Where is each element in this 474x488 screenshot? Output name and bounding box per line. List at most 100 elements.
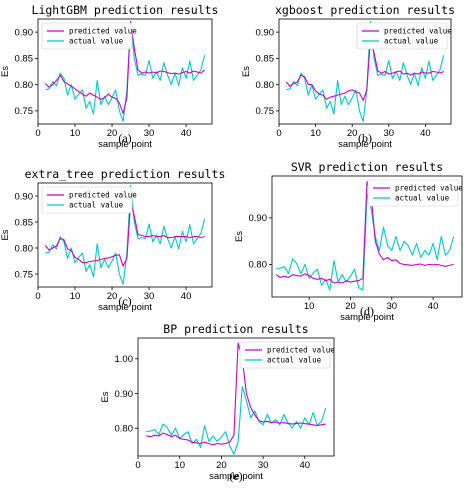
x-tick-label: 0: [35, 291, 40, 302]
chart-title: SVR prediction results: [291, 160, 443, 174]
x-tick-label: 10: [304, 301, 315, 312]
legend-label: predicted value: [69, 27, 137, 36]
legend-box: [41, 186, 133, 214]
series-line-predicted-value: [146, 342, 326, 446]
plot-frame: [278, 18, 452, 125]
subfigure-caption: (e): [229, 469, 242, 483]
x-tick-label: 20: [347, 128, 358, 139]
legend-label: actual value: [384, 37, 439, 46]
x-tick-label: 20: [107, 291, 118, 302]
x-tick-label: 20: [107, 128, 118, 139]
y-tick-label: 0.80: [249, 260, 268, 271]
series-line-predicted-value: [275, 181, 454, 284]
x-axis-label: sample point: [338, 139, 392, 150]
x-tick-label: 40: [300, 460, 311, 471]
x-tick-label: 0: [35, 128, 40, 139]
x-tick-label: 30: [386, 301, 397, 312]
y-axis-label: Es: [0, 229, 11, 240]
chart-panel-4: SVR prediction results 10 20 30 40 0.80 0.90 sa…: [234, 160, 463, 323]
x-tick-label: 10: [70, 128, 81, 139]
y-tick-label: 0.80: [115, 424, 134, 435]
subfigure-caption: (d): [360, 304, 374, 318]
y-tick-label: 0.90: [15, 27, 34, 38]
x-axis-label: sample point: [340, 312, 394, 323]
y-tick-label: 0.85: [256, 54, 275, 65]
x-axis-label: sample point: [98, 139, 152, 150]
chart-panel-5: BP prediction results 0 10 20 30 40 0.80 0.90 1.…: [100, 322, 335, 483]
y-tick-label: 1.00: [115, 354, 134, 365]
y-tick-label: 0.90: [115, 389, 134, 400]
chart-title: xgboost prediction results: [275, 3, 455, 17]
y-tick-label: 0.80: [15, 243, 34, 254]
y-tick-label: 0.75: [15, 106, 34, 117]
x-tick-label: 30: [144, 128, 155, 139]
y-axis-label: Es: [100, 391, 111, 402]
chart-panel-3: extra_tree prediction results 0 10 20 30 40 0.…: [0, 167, 225, 313]
y-tick-label: 0.85: [15, 217, 34, 228]
series-line-predicted-value: [44, 201, 205, 267]
plot-frame: [137, 337, 335, 457]
legend-label: predicted value: [395, 184, 463, 193]
y-tick-label: 0.80: [15, 80, 34, 91]
legend-label: predicted value: [267, 346, 335, 355]
y-tick-label: 0.75: [15, 269, 34, 280]
x-tick-label: 40: [181, 128, 192, 139]
plot-frame: [271, 175, 463, 298]
y-axis-label: Es: [0, 66, 11, 77]
x-tick-label: 0: [276, 128, 281, 139]
subfigure-caption: (a): [118, 131, 131, 145]
legend-label: predicted value: [384, 27, 452, 36]
legend-box: [41, 22, 133, 50]
x-tick-label: 40: [428, 301, 439, 312]
x-axis-label: sample point: [209, 471, 263, 482]
legend-label: predicted value: [69, 191, 137, 200]
series-line-actual-value: [146, 386, 327, 455]
y-tick-label: 0.85: [15, 54, 34, 65]
y-tick-label: 0.75: [256, 106, 275, 117]
y-tick-label: 0.90: [249, 213, 268, 224]
legend-label: actual value: [267, 356, 322, 365]
y-tick-label: 0.80: [256, 80, 275, 91]
chart-panel-1: LightGBM prediction results 0 10 20 30 40 0.75…: [0, 3, 218, 150]
x-axis-label: sample point: [98, 302, 152, 313]
subfigure-caption: (b): [358, 131, 372, 145]
x-tick-label: 30: [258, 460, 269, 471]
legend-label: actual value: [69, 201, 124, 210]
x-tick-label: 10: [310, 128, 321, 139]
x-tick-label: 40: [181, 291, 192, 302]
x-tick-label: 30: [144, 291, 155, 302]
series-line-predicted-value: [45, 21, 205, 115]
x-tick-label: 20: [345, 301, 356, 312]
x-tick-label: 10: [174, 460, 185, 471]
x-tick-label: 40: [420, 128, 431, 139]
series-line-actual-value: [45, 185, 206, 285]
y-tick-label: 0.90: [256, 27, 275, 38]
chart-panel-2: xgboost prediction results 0 10 20 30 40 0.75 0…: [241, 3, 455, 150]
x-tick-label: 30: [383, 128, 394, 139]
x-tick-label: 20: [216, 460, 227, 471]
legend-label: actual value: [395, 194, 450, 203]
chart-title: LightGBM prediction results: [32, 3, 219, 17]
subfigure-caption: (c): [118, 294, 131, 308]
chart-title: extra_tree prediction results: [25, 167, 226, 181]
series-line-predicted-value: [285, 36, 444, 101]
y-axis-label: Es: [234, 231, 245, 242]
x-tick-label: 10: [70, 291, 81, 302]
y-tick-label: 0.90: [15, 191, 34, 202]
plot-frame: [37, 182, 213, 288]
y-axis-label: Es: [241, 66, 252, 77]
legend-box: [367, 179, 459, 207]
legend-label: actual value: [69, 37, 124, 46]
chart-title: BP prediction results: [163, 322, 308, 336]
series-line-actual-value: [286, 21, 445, 122]
x-tick-label: 0: [135, 460, 140, 471]
legend-box: [356, 22, 448, 50]
plot-frame: [37, 18, 213, 125]
legend-box: [239, 341, 331, 369]
